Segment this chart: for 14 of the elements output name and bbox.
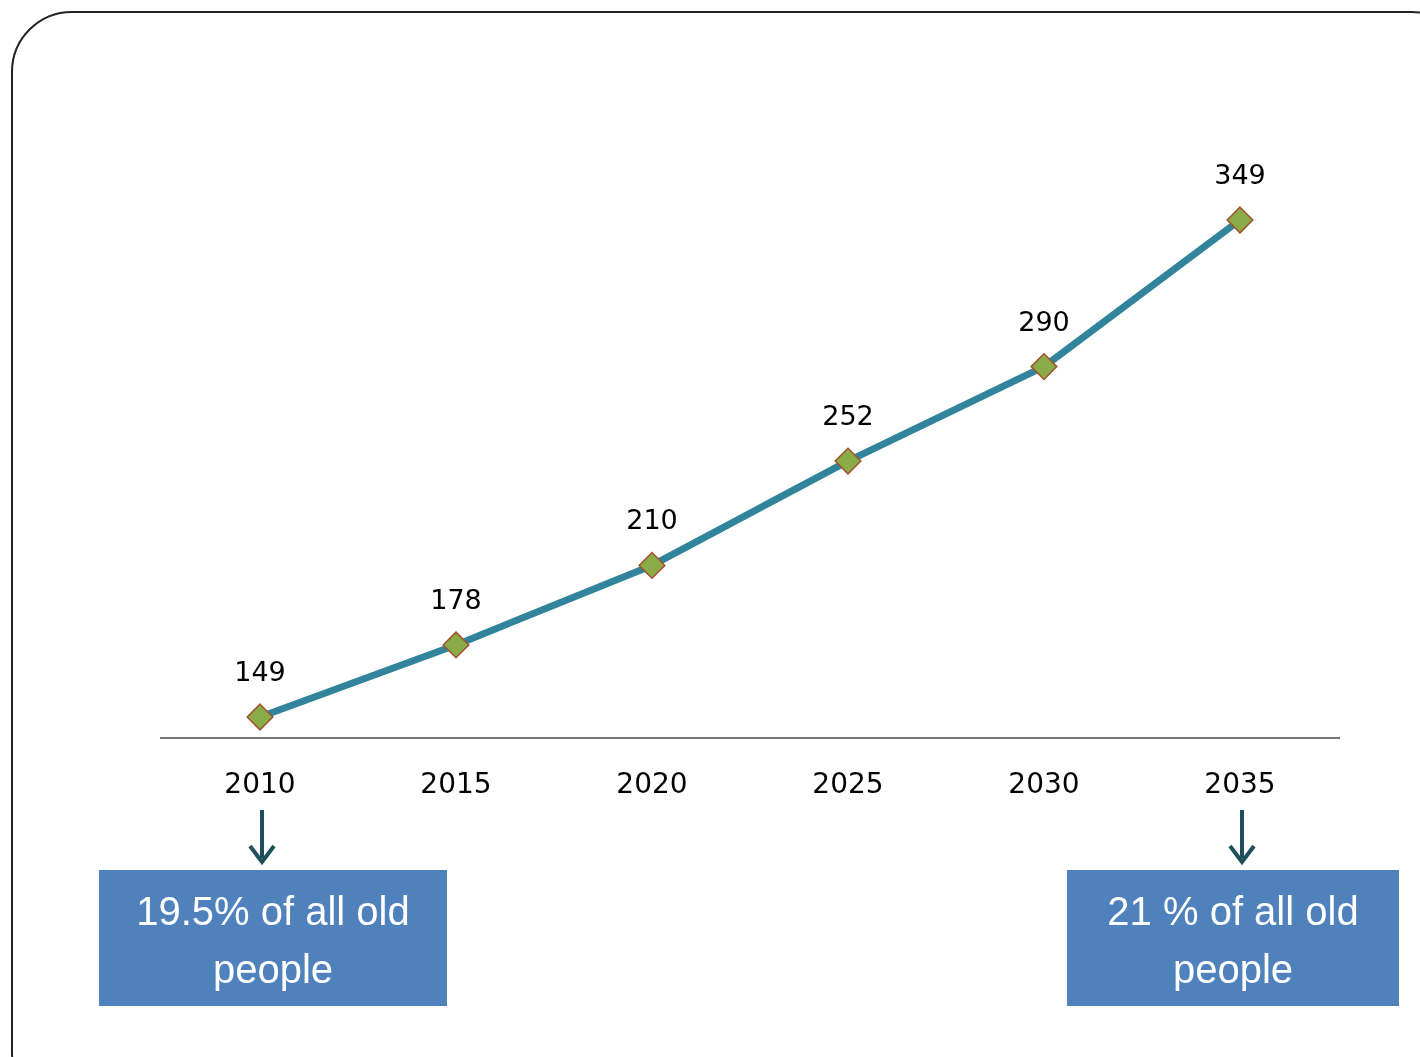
data-label: 178 bbox=[430, 583, 482, 615]
x-tick-label: 2025 bbox=[812, 767, 884, 800]
annotation: 21 % of all old people bbox=[1107, 889, 1359, 991]
x-tick-label: 2020 bbox=[616, 767, 688, 800]
x-tick-label: 2035 bbox=[1204, 767, 1276, 800]
data-label: 290 bbox=[1018, 305, 1070, 337]
x-tick-label: 2010 bbox=[224, 767, 296, 800]
data-label: 210 bbox=[626, 504, 678, 536]
data-label: 349 bbox=[1214, 159, 1266, 190]
x-tick-label: 2030 bbox=[1008, 767, 1080, 800]
data-label: 252 bbox=[822, 400, 874, 432]
x-tick-label: 2015 bbox=[420, 767, 492, 800]
annotation: 19.5% of all old people bbox=[136, 889, 410, 991]
data-label: 149 bbox=[234, 656, 286, 687]
